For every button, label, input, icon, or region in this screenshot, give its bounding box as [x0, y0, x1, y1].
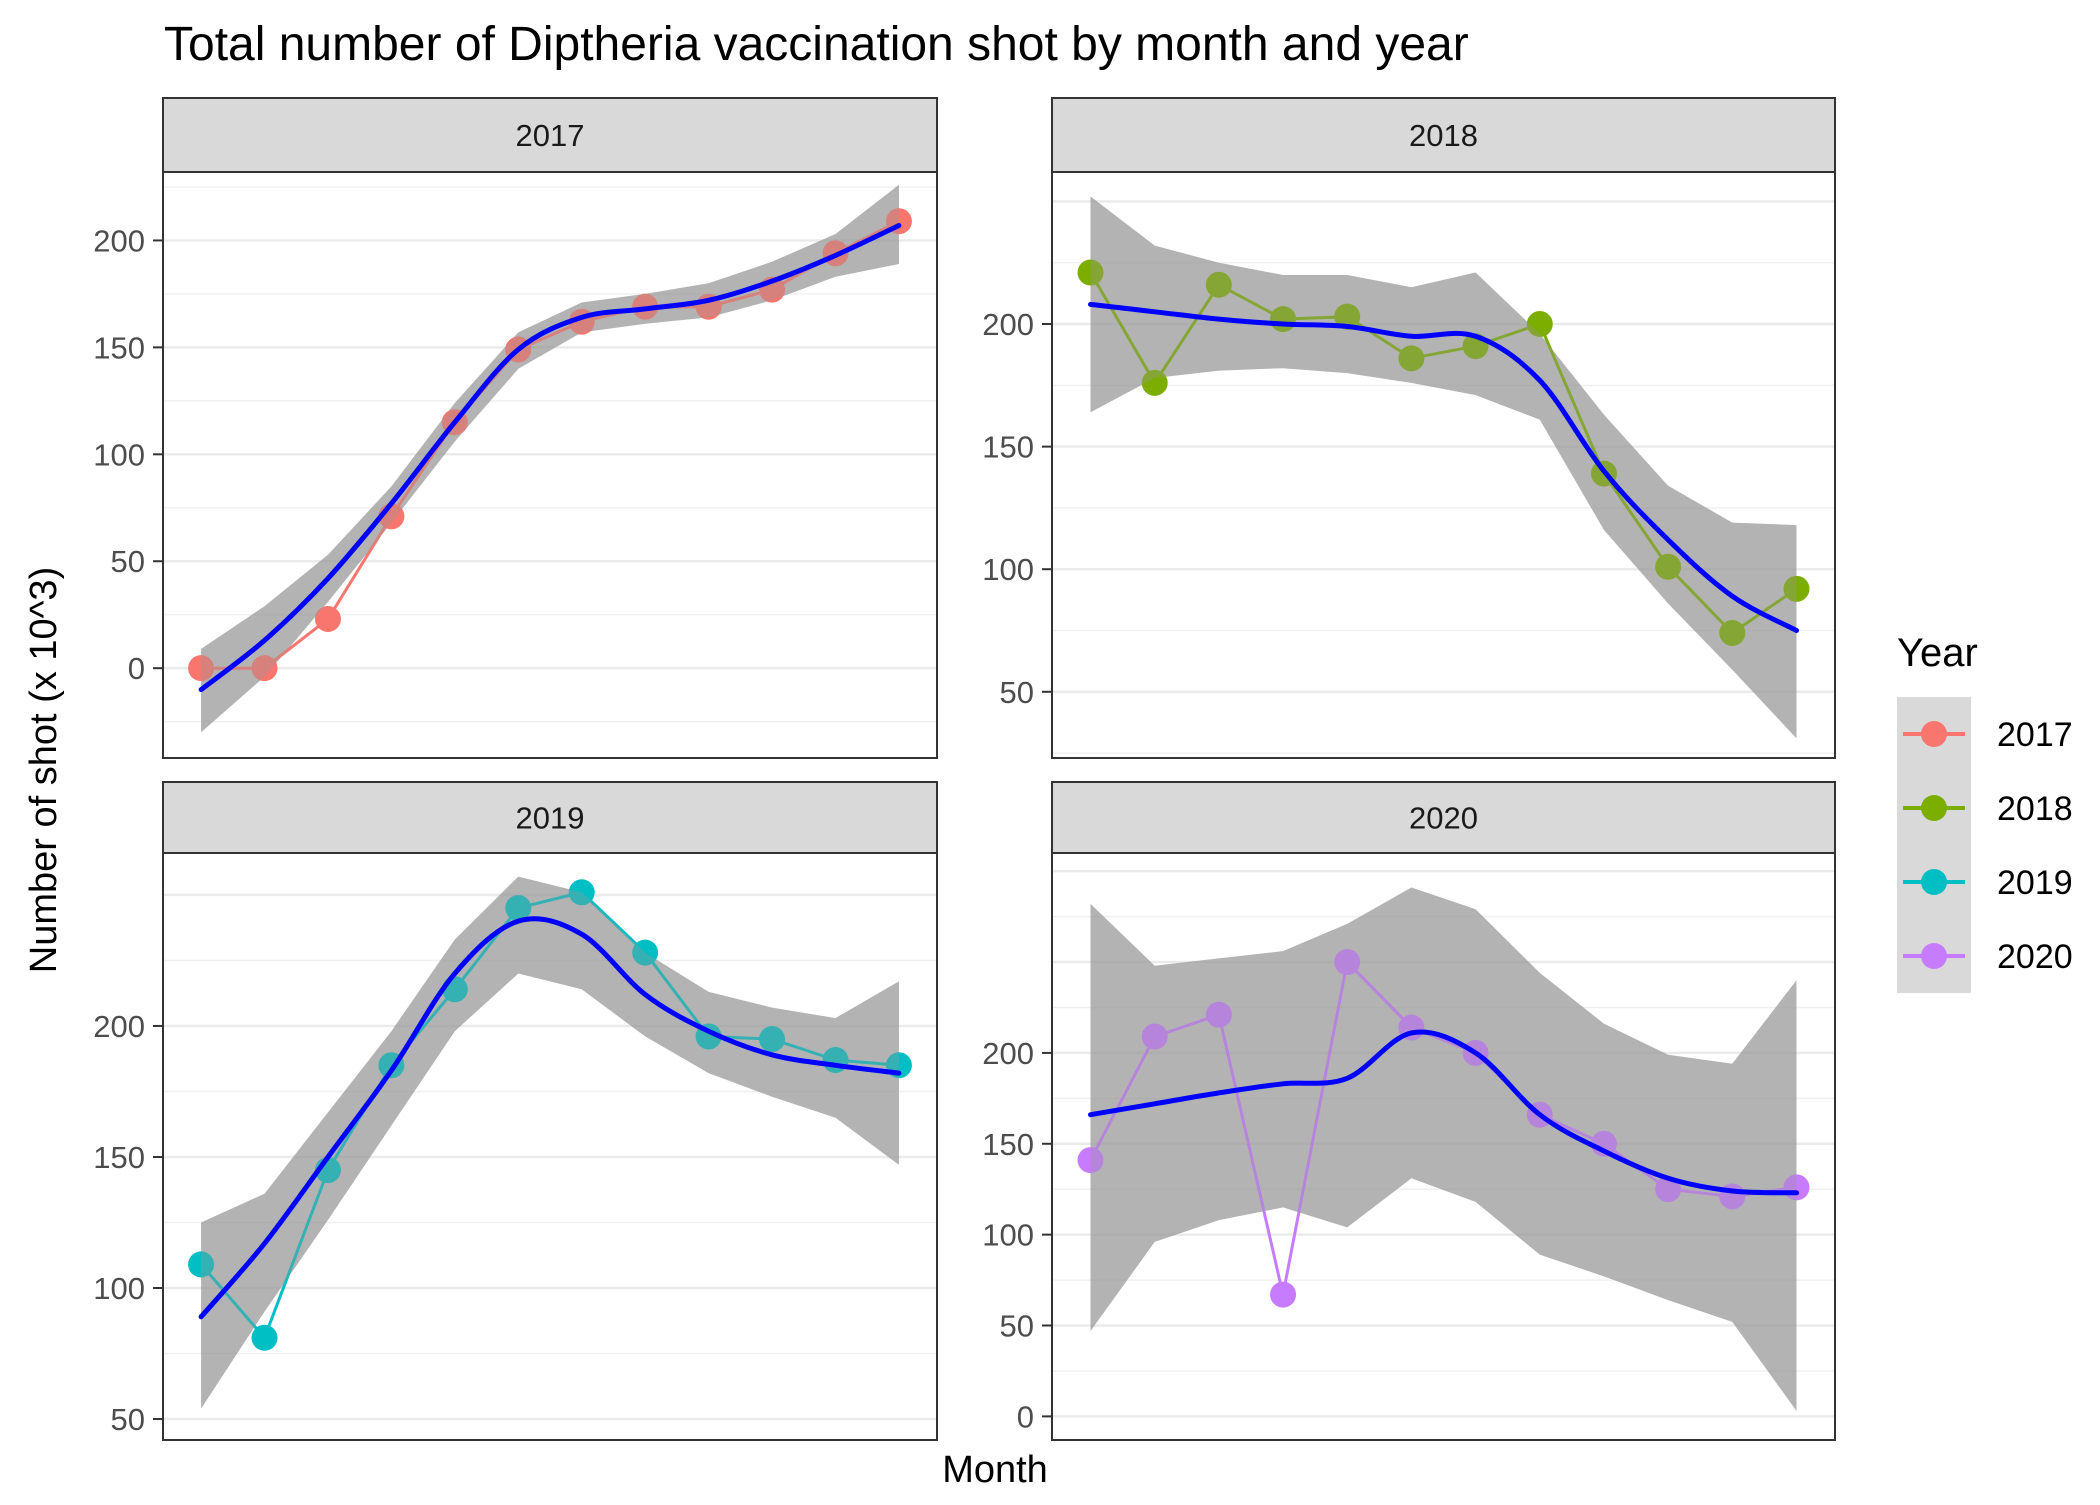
y-tick-label: 100 [93, 437, 145, 472]
strip-label: 2018 [1409, 118, 1478, 153]
data-point [1783, 575, 1810, 602]
data-point [314, 605, 341, 632]
legend-title: Year [1897, 631, 1978, 675]
strip-label: 2020 [1409, 801, 1478, 836]
legend-label: 2019 [1997, 864, 2073, 902]
series-line-2018 [1089, 271, 1798, 635]
y-axis-title: Number of shot (x 10^3) [23, 567, 65, 973]
y-tick-label: 200 [93, 1009, 145, 1044]
legend: Year 2017 2018 2019 2020 [1897, 631, 2073, 993]
panel-2018: 2018 50 100 150 200 [982, 97, 1836, 759]
legend-label: 2020 [1997, 938, 2073, 976]
legend-label: 2017 [1997, 716, 2073, 754]
y-tick-label: 100 [982, 1218, 1034, 1253]
data-point [1141, 369, 1168, 396]
panel-2019: 2019 50 100 150 200 [93, 781, 938, 1441]
data-point [1398, 345, 1425, 372]
data-point [251, 1324, 278, 1351]
smooth-line [1088, 1029, 1799, 1196]
y-tick-label: 200 [982, 307, 1034, 342]
confidence-band [201, 876, 899, 1409]
strip-background [162, 781, 938, 854]
data-point [1334, 949, 1361, 976]
data-point [251, 655, 278, 682]
data-point [1270, 1281, 1297, 1308]
data-point [632, 939, 659, 966]
smooth-line [198, 916, 902, 1320]
confidence-band-overlay [1090, 887, 1797, 1411]
strip-background [1051, 97, 1836, 173]
y-tick-label: 50 [111, 544, 145, 579]
data-point [1655, 553, 1682, 580]
data-point [1077, 1147, 1104, 1174]
confidence-band-overlay [201, 876, 899, 1409]
confidence-band [1090, 196, 1797, 739]
data-point [1719, 619, 1746, 646]
y-tick-label: 50 [1000, 675, 1034, 710]
y-tick-label: 200 [982, 1036, 1034, 1071]
y-tick-label: 150 [982, 1127, 1034, 1162]
y-tick-label: 0 [1017, 1399, 1034, 1434]
confidence-band [1090, 887, 1797, 1411]
y-tick-label: 150 [93, 330, 145, 365]
data-point [1334, 303, 1361, 330]
confidence-band-overlay [1090, 196, 1797, 739]
legend-key-point [1921, 795, 1947, 821]
data-point [1141, 1023, 1168, 1050]
y-tick-label: 50 [111, 1402, 145, 1437]
y-tick-label: 150 [93, 1140, 145, 1175]
confidence-band [201, 184, 899, 733]
confidence-band-overlay [201, 184, 899, 733]
legend-key-point [1921, 869, 1947, 895]
data-point [1205, 271, 1232, 298]
strip-background [162, 97, 938, 173]
y-tick-label: 100 [93, 1271, 145, 1306]
data-point [188, 655, 215, 682]
y-tick-label: 150 [982, 430, 1034, 465]
strip-background [1051, 781, 1836, 854]
legend-key-point [1921, 721, 1947, 747]
legend-label: 2018 [1997, 790, 2073, 828]
data-point [505, 895, 532, 922]
smooth-line [198, 223, 902, 693]
y-tick-label: 200 [93, 223, 145, 258]
data-point [568, 879, 595, 906]
y-tick-label: 50 [1000, 1309, 1034, 1344]
y-tick-label: 100 [982, 552, 1034, 587]
y-tick-label: 0 [128, 651, 145, 686]
strip-label: 2017 [516, 118, 585, 153]
data-point [1077, 259, 1104, 286]
data-point [1526, 311, 1553, 338]
x-axis-title: Month [942, 1449, 1048, 1491]
panel-2017: 2017 0 50 100 150 200 [93, 97, 938, 759]
chart-title: Total number of Diptheria vaccination sh… [164, 18, 1469, 71]
legend-key-point [1921, 943, 1947, 969]
data-point [759, 1026, 786, 1053]
panel-2020: 2020 0 50 100 150 200 [982, 781, 1836, 1441]
smooth-line [1088, 301, 1799, 633]
data-point [188, 1251, 215, 1278]
data-point [1205, 1001, 1232, 1028]
strip-label: 2019 [516, 801, 585, 836]
